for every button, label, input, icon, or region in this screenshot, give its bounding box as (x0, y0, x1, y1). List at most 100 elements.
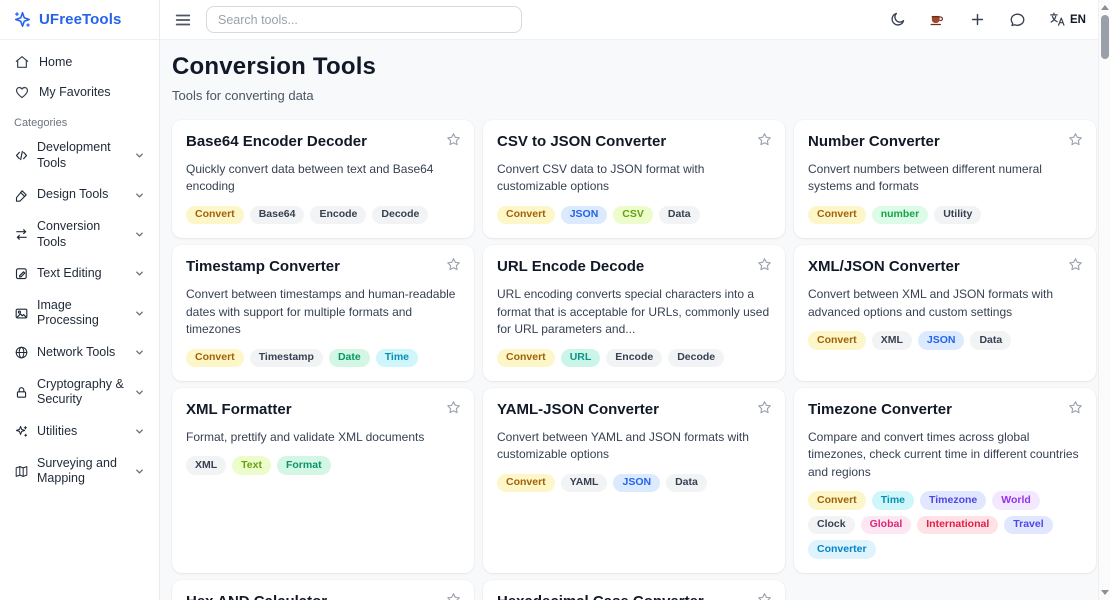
search-input[interactable] (206, 6, 522, 33)
tool-card-number-converter[interactable]: Number Converter Convert numbers between … (794, 120, 1096, 239)
chevron-down-icon (134, 190, 145, 201)
card-title: URL Encode Decode (497, 258, 645, 276)
favorite-star-icon[interactable] (445, 591, 462, 600)
tag: JSON (560, 205, 608, 225)
tag: Decode (372, 205, 429, 225)
sidebar-category-conversion-tools[interactable]: Conversion Tools (9, 211, 150, 258)
tag: Travel (1004, 515, 1053, 535)
sidebar-category-surveying-and-mapping[interactable]: Surveying and Mapping (9, 448, 150, 495)
tag: Convert (808, 205, 866, 225)
edit-icon (14, 266, 29, 281)
card-title: XML/JSON Converter (808, 258, 960, 276)
tool-card-timestamp-converter[interactable]: Timestamp Converter Convert between times… (172, 245, 474, 382)
card-tags: XML Text Format (186, 456, 460, 475)
favorite-star-icon[interactable] (1067, 131, 1084, 148)
card-title: Timezone Converter (808, 401, 952, 419)
tool-card-timezone-converter[interactable]: Timezone Converter Compare and convert ti… (794, 388, 1096, 573)
favorite-star-icon[interactable] (756, 131, 773, 148)
favorite-star-icon[interactable] (1067, 399, 1084, 416)
favorite-star-icon[interactable] (756, 256, 773, 273)
tag: JSON (917, 331, 965, 350)
tag: Time (375, 348, 419, 368)
tag: Date (328, 348, 370, 368)
card-title: Timestamp Converter (186, 258, 340, 276)
sidebar-category-utilities[interactable]: Utilities (9, 416, 150, 448)
chevron-down-icon (134, 387, 145, 398)
tag: number (871, 205, 929, 225)
sidebar-category-design-tools[interactable]: Design Tools (9, 179, 150, 211)
sidebar-item-label: My Favorites (39, 85, 111, 99)
coffee-donate-icon[interactable] (929, 11, 946, 28)
map-icon (14, 464, 29, 479)
language-code: EN (1070, 13, 1086, 26)
favorite-star-icon[interactable] (445, 131, 462, 148)
tool-card-csv-to-json-converter[interactable]: CSV to JSON Converter Convert CSV data to… (483, 120, 785, 239)
tag: Format (276, 456, 331, 475)
tool-cards-grid: Base64 Encoder Decoder Quickly convert da… (172, 120, 1096, 600)
vertical-scrollbar[interactable] (1098, 0, 1110, 600)
tag: Data (970, 331, 1012, 350)
card-title: Base64 Encoder Decoder (186, 133, 367, 150)
scroll-up-arrow-icon[interactable] (1100, 5, 1109, 10)
tool-card-base64-encoder-decoder[interactable]: Base64 Encoder Decoder Quickly convert da… (172, 120, 474, 239)
tag: Base64 (249, 205, 305, 225)
card-title: CSV to JSON Converter (497, 133, 667, 150)
menu-icon[interactable] (174, 11, 192, 29)
card-title: Hex AND Calculator (186, 593, 460, 600)
sidebar-item-home[interactable]: Home (9, 47, 150, 77)
tag: Convert (497, 473, 555, 493)
tag: YAML (560, 473, 608, 493)
page-subtitle: Tools for converting data (172, 88, 314, 103)
favorite-star-icon[interactable] (1067, 256, 1084, 273)
sidebar-category-development-tools[interactable]: Development Tools (9, 132, 150, 179)
add-plus-icon[interactable] (969, 11, 986, 28)
heart-icon (14, 84, 30, 100)
sidebar-item-my-favorites[interactable]: My Favorites (9, 77, 150, 107)
scroll-down-arrow-icon[interactable] (1100, 590, 1109, 595)
card-tags: Convert number Utility (808, 205, 1082, 225)
tool-card-hex-and-calculator[interactable]: Hex AND CalculatorPerform bitwise AND op… (172, 579, 474, 600)
tag: Utility (934, 205, 982, 225)
tag: World (992, 491, 1040, 510)
sidebar-category-image-processing[interactable]: Image Processing (9, 290, 150, 337)
tag: Timezone (920, 491, 987, 510)
image-icon (14, 306, 29, 321)
tag: Data (658, 205, 700, 225)
tool-card-url-encode-decode[interactable]: URL Encode Decode URL encoding converts s… (483, 245, 785, 382)
favorite-star-icon[interactable] (756, 591, 773, 600)
feedback-chat-icon[interactable] (1009, 11, 1026, 28)
tool-card-yaml-json-converter[interactable]: YAML-JSON Converter Convert between YAML … (483, 388, 785, 573)
sidebar-category-network-tools[interactable]: Network Tools (9, 337, 150, 369)
brand-logo[interactable]: UFreeTools (0, 0, 159, 40)
tag: Decode (668, 348, 725, 368)
card-description: Compare and convert times across global … (808, 430, 1079, 479)
card-description: URL encoding converts special characters… (497, 287, 770, 337)
tag: Convert (808, 331, 866, 350)
tag: International (917, 515, 999, 535)
main-area: EN Conversion Tools Tools for converting… (160, 0, 1110, 600)
card-description: Convert between YAML and JSON formats wi… (497, 430, 749, 462)
category-label: Surveying and Mapping (37, 455, 117, 486)
chevron-down-icon (134, 229, 145, 240)
code-icon (14, 148, 29, 163)
sidebar-category-text-editing[interactable]: Text Editing (9, 258, 150, 290)
tool-card-xml-formatter[interactable]: XML Formatter Format, prettify and valida… (172, 388, 474, 573)
brand-name: UFreeTools (39, 11, 122, 28)
tool-card-xml-json-converter[interactable]: XML/JSON Converter Convert between XML an… (794, 245, 1096, 382)
favorite-star-icon[interactable] (445, 399, 462, 416)
topbar: EN (160, 0, 1110, 40)
sidebar-nav: Home My Favorites Categories Development … (0, 40, 159, 502)
language-selector[interactable]: EN (1049, 11, 1086, 28)
favorite-star-icon[interactable] (756, 399, 773, 416)
dark-mode-moon-icon[interactable] (889, 11, 906, 28)
scrollbar-thumb[interactable] (1100, 15, 1109, 59)
sidebar-category-cryptography-security[interactable]: Cryptography & Security (9, 369, 150, 416)
globe-icon (14, 345, 29, 360)
tag: Global (860, 515, 912, 535)
design-icon (14, 188, 29, 203)
tag: XML (186, 456, 227, 475)
sparkle-logo-icon (13, 10, 32, 29)
favorite-star-icon[interactable] (445, 256, 462, 273)
tag: XML (871, 331, 912, 350)
